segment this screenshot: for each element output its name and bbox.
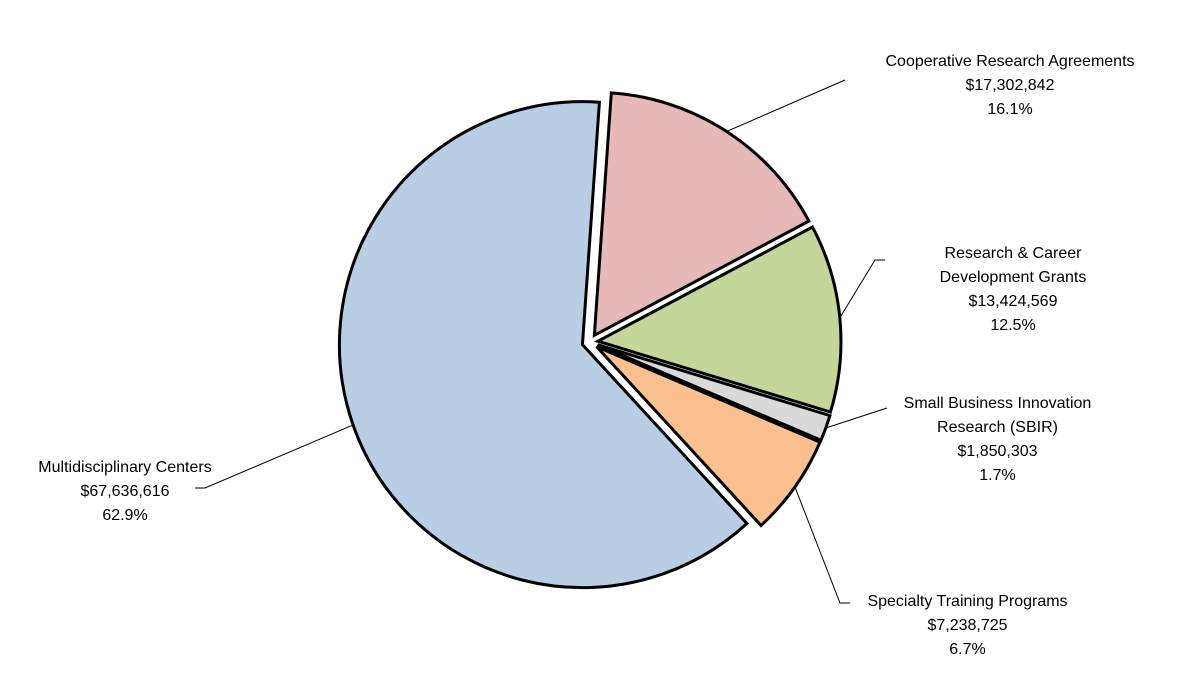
pie-slice [594,225,843,414]
percentage-label: 62.9% [102,507,148,524]
pie-slice [337,100,750,590]
leader-line [195,424,354,489]
slice-label: Research & Career Development Grants $13,… [918,242,1108,338]
slice-label: Small Business Innovation Research (SBIR… [880,392,1115,488]
leader-line [726,79,846,132]
percentage-label: 16.1% [987,101,1033,118]
slice-label: Cooperative Research Agreements $17,302,8… [840,50,1180,122]
slice-label: Multidisciplinary Centers $67,636,616 62.9… [15,456,235,528]
slice-label: Specialty Training Programs $7,238,725 6.7… [850,590,1085,662]
value-label: $17,302,842 [965,77,1055,94]
leader-line [794,486,850,604]
value-label: $7,238,725 [927,617,1008,634]
category-label: Specialty Training Programs [867,593,1068,610]
value-label: $1,850,303 [957,443,1038,460]
value-label: $13,424,569 [968,293,1058,310]
percentage-label: 12.5% [990,317,1036,334]
pie-slice [596,343,832,443]
category-label: Cooperative Research Agreements [885,53,1135,70]
leader-line [839,259,885,319]
category-label: Research & Career Development Grants [939,245,1087,286]
percentage-label: 6.7% [949,641,986,658]
value-label: $67,636,616 [80,483,170,500]
category-label: Small Business Innovation Research (SBIR… [903,395,1092,436]
pie-slice [592,91,811,338]
leader-line [825,407,888,429]
percentage-label: 1.7% [979,467,1016,484]
category-label: Multidisciplinary Centers [38,459,212,476]
